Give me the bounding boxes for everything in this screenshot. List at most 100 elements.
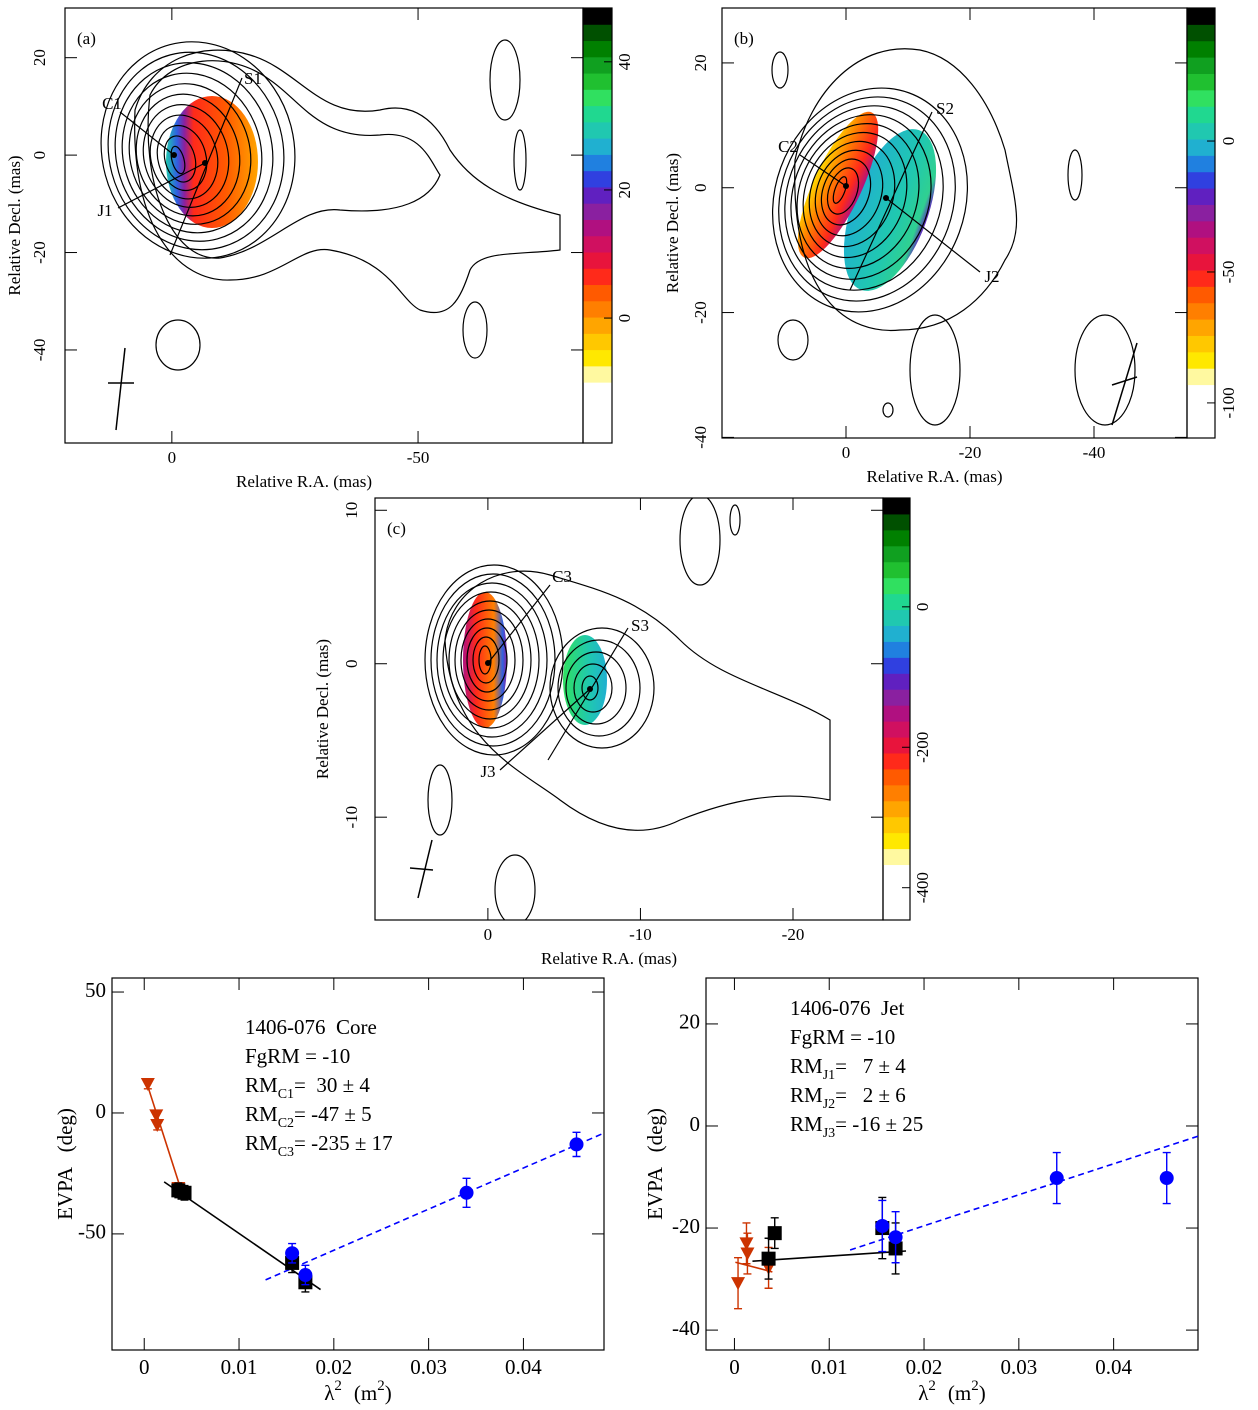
- contour: [121, 72, 263, 234]
- contour: [1067, 149, 1083, 201]
- marker: [731, 1277, 746, 1291]
- frame: [705, 977, 1199, 1351]
- contour: [436, 582, 548, 738]
- contour: [149, 114, 219, 200]
- x-tick-label: 0: [842, 443, 851, 462]
- annotation-rest: = 30 ± 4: [294, 1073, 370, 1097]
- marker: [739, 1237, 754, 1251]
- marker: [1159, 1171, 1174, 1186]
- map-panel: C1 S1 J1 (a) 0 -50 20 0 -20 -40 Relative R.A. (mas…: [5, 7, 634, 491]
- component-point: [843, 183, 849, 189]
- y-axis-label: Relative Decl. (mas): [313, 639, 332, 779]
- contour: [454, 609, 524, 711]
- x-tick-label: 0.04: [505, 1355, 542, 1379]
- contour: [513, 129, 527, 191]
- component-point: [485, 660, 491, 666]
- contour: [882, 402, 894, 418]
- leader-line: [547, 627, 629, 761]
- fit-line: [849, 1135, 1199, 1251]
- map-area: [771, 48, 1138, 426]
- colorbar-segment: [583, 24, 612, 42]
- x-axis-label-part: 2: [377, 1378, 385, 1394]
- colorbar-segment: [1187, 335, 1215, 353]
- annotation-rest: = 2 ± 6: [835, 1083, 906, 1107]
- fit-line: [146, 1083, 182, 1191]
- x-axis-label-part: ): [385, 1381, 392, 1405]
- contour: [802, 131, 908, 259]
- x-axis-label-part: ): [979, 1381, 986, 1405]
- contour: [142, 104, 230, 208]
- colorbar-tick-label: -400: [913, 872, 932, 903]
- colorbar-segment: [883, 784, 910, 802]
- colorbar-segment: [1187, 368, 1215, 386]
- leader-line: [119, 111, 175, 156]
- contour: [466, 627, 508, 693]
- contour: [114, 62, 274, 242]
- y-tick-label: -40: [30, 339, 49, 362]
- y-tick-label: -20: [672, 1214, 700, 1238]
- contour: [462, 301, 488, 359]
- component-label: S1: [244, 69, 262, 88]
- contour: [832, 176, 848, 204]
- contour: [796, 122, 920, 270]
- annotation: 1406-076 Core: [245, 1015, 377, 1039]
- x-tick-label: -20: [959, 443, 982, 462]
- colorbar-segment: [1187, 57, 1215, 74]
- marker: [875, 1219, 890, 1233]
- contour: [794, 48, 1018, 332]
- colorbar-frame: [582, 7, 613, 444]
- contour: [565, 651, 627, 725]
- colorbar-segment: [1187, 122, 1215, 140]
- contour: [135, 93, 241, 217]
- component-label: C1: [102, 94, 122, 113]
- map-area: [409, 498, 831, 920]
- y-axis-label: EVPA (deg): [643, 1108, 667, 1220]
- colorbar-segment: [883, 832, 910, 850]
- y-tick-label: -20: [30, 241, 49, 264]
- fit-line: [752, 1250, 907, 1263]
- colorbar-segment: [1187, 302, 1215, 320]
- colorbar-segment: [583, 8, 612, 25]
- component-label: C2: [778, 137, 798, 156]
- y-axis-label: Relative Decl. (mas): [663, 153, 682, 293]
- x-axis-label: Relative R.A. (mas): [236, 472, 372, 491]
- marker: [459, 1185, 474, 1200]
- beam: [417, 839, 433, 899]
- colorbar-segment: [1187, 286, 1215, 304]
- contour: [771, 87, 969, 313]
- contour: [424, 564, 564, 756]
- component-label: S3: [631, 616, 649, 635]
- contour: [494, 854, 536, 920]
- contour: [549, 627, 655, 749]
- marker: [150, 1119, 165, 1133]
- x-tick-label: 0.03: [1000, 1355, 1037, 1379]
- component-point: [202, 160, 208, 166]
- annotation-rest: = -16 ± 25: [835, 1112, 923, 1136]
- colorbar-segment: [583, 56, 612, 74]
- contour: [820, 158, 872, 226]
- x-tick-label: -40: [1083, 443, 1106, 462]
- contour: [107, 51, 285, 251]
- leader-line: [487, 584, 551, 664]
- colorbar-segment: [1187, 319, 1215, 336]
- contour: [147, 60, 441, 259]
- colorbar-segment: [883, 641, 910, 658]
- x-tick-label: 0.03: [410, 1355, 447, 1379]
- annotation-text: FgRM = -10: [790, 1025, 895, 1049]
- marker: [298, 1268, 313, 1283]
- y-tick-label: 0: [30, 151, 49, 160]
- x-axis-label-part: 2: [971, 1378, 979, 1394]
- contour: [156, 124, 208, 192]
- marker: [767, 1226, 782, 1241]
- contour: [777, 319, 809, 361]
- contour: [128, 83, 252, 225]
- x-axis-label-part: λ: [918, 1381, 929, 1405]
- contour: [163, 135, 197, 183]
- contour: [134, 49, 561, 314]
- leader-line: [849, 111, 933, 291]
- x-tick-label: 0.04: [1095, 1355, 1132, 1379]
- contour: [442, 591, 540, 729]
- contour: [814, 149, 884, 237]
- x-tick-label: -50: [407, 448, 430, 467]
